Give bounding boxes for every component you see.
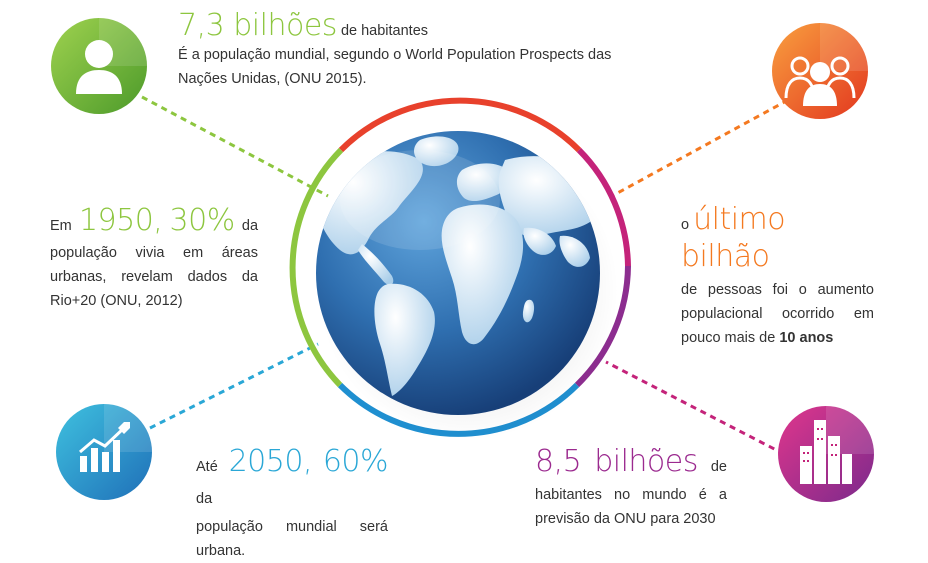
- br-unit: bilhões: [594, 444, 698, 479]
- globe-icon: [316, 131, 600, 415]
- right-line4-pre: pouco mais de: [681, 330, 776, 346]
- growth-chart-icon: [56, 404, 152, 500]
- br-w3: de: [710, 459, 727, 475]
- connector-top-left: [141, 95, 329, 198]
- br-line3: previsão da ONU para 2030: [535, 511, 716, 527]
- left-line4: Rio+20 (ONU, 2012): [50, 293, 183, 309]
- block-top: 7,3 bilhões de habitantes É a população …: [178, 11, 628, 91]
- bl-year: 2050,: [228, 444, 313, 479]
- connector-top-right: [611, 98, 789, 198]
- right-line4-bold: 10 anos: [779, 330, 834, 346]
- block-bottom-left: Até 2050, 60% da população mundial será …: [196, 444, 389, 563]
- top-line3: Nações Unidas, (ONU 2015).: [178, 71, 367, 87]
- left-percent: 30%: [169, 203, 236, 238]
- infographic-art: [51, 18, 874, 502]
- top-highlight: 7,3 bilhões: [178, 8, 337, 43]
- bl-w1: Até: [196, 459, 218, 475]
- top-suffix: de habitantes: [340, 23, 429, 39]
- bl-w4: da: [196, 491, 213, 507]
- br-line2: habitantes no mundo é a: [535, 487, 727, 503]
- top-line2: É a população mundial, segundo o World P…: [178, 47, 612, 63]
- left-line3: urbanas, revelam dados da: [50, 269, 258, 285]
- left-line2: população vivia em áreas: [50, 245, 258, 261]
- person-icon: [51, 18, 147, 114]
- bl-percent: 60%: [322, 444, 389, 479]
- right-line3: populacional ocorrido em: [681, 306, 874, 322]
- connector-bottom-left: [149, 342, 319, 430]
- right-prefix: o: [681, 217, 690, 233]
- left-w1: Em: [50, 218, 72, 234]
- connector-bottom-right: [605, 360, 785, 456]
- right-line2: de pessoas foi o aumento: [681, 282, 874, 298]
- right-highlight: último bilhão: [681, 202, 786, 274]
- left-year: 1950,: [78, 203, 163, 238]
- block-bottom-right: 8,5 bilhões de habitantes no mundo é a p…: [535, 446, 727, 531]
- left-w4: da: [241, 218, 259, 234]
- bl-line2: população mundial será: [196, 519, 388, 535]
- block-right: o último bilhão de pessoas foi o aumento…: [681, 204, 874, 350]
- block-left: Em 1950, 30% da população vivia em áreas…: [50, 206, 258, 313]
- br-value: 8,5: [535, 444, 582, 479]
- city-buildings-icon: [778, 406, 874, 502]
- group-icon: [772, 23, 868, 119]
